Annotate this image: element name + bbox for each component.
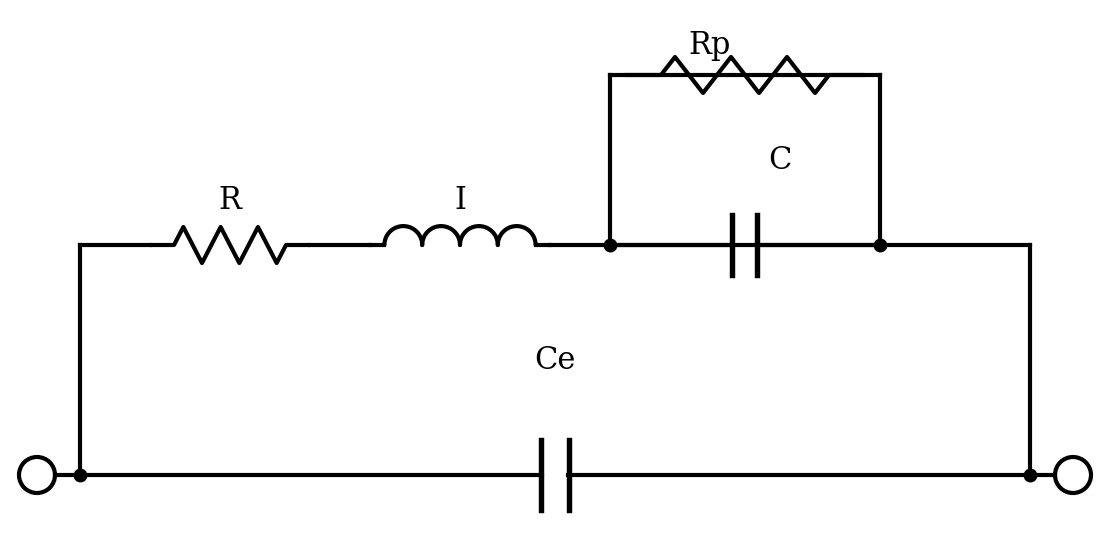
Text: C: C bbox=[769, 144, 792, 175]
Text: I: I bbox=[454, 185, 466, 215]
Text: Ce: Ce bbox=[534, 344, 575, 376]
Text: Rp: Rp bbox=[689, 29, 731, 60]
Text: R: R bbox=[219, 185, 241, 215]
